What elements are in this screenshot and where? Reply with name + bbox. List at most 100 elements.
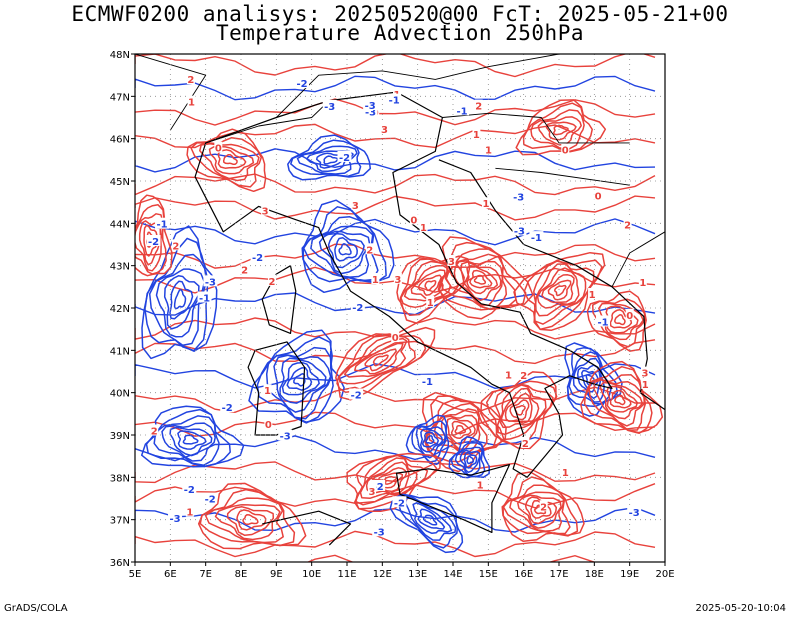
contour-value-label: -3 <box>374 527 385 538</box>
contour-value-label: -1 <box>156 220 167 231</box>
lon-tick-label: 11E <box>337 569 356 580</box>
contour-value-label: -2 <box>373 482 384 493</box>
contour-value-label: -2 <box>252 253 263 264</box>
contour-value-label: -2 <box>339 153 350 164</box>
lon-tick-label: 17E <box>549 569 568 580</box>
lat-tick-label: 39N <box>110 431 130 442</box>
advection-field <box>135 54 664 562</box>
contour-value-label: 1 <box>372 275 379 286</box>
contour-value-label: 2 <box>522 439 529 450</box>
lon-tick-label: 15E <box>479 569 498 580</box>
contour-value-label: 0 <box>562 146 569 157</box>
contour-value-label: -2 <box>394 498 405 509</box>
contour-value-label: -3 <box>365 101 376 112</box>
contour-value-label: -1 <box>422 377 433 388</box>
contour-value-label: 1 <box>589 290 596 301</box>
contour-value-label: 2 <box>475 102 482 113</box>
contour-value-label: -2 <box>222 403 233 414</box>
lat-tick-label: 41N <box>110 346 130 357</box>
lat-tick-label: 38N <box>110 473 130 484</box>
footer-credit: GrADS/COLA <box>4 603 68 614</box>
lon-tick-label: 13E <box>408 569 427 580</box>
contour-value-label: 3 <box>448 257 455 268</box>
contour-value-label: 2 <box>624 220 631 231</box>
contour-value-label: 2 <box>269 277 276 288</box>
contour-value-label: -2 <box>184 485 195 496</box>
contour-value-label: -3 <box>365 108 376 119</box>
lon-tick-label: 12E <box>373 569 392 580</box>
contour-value-label: 1 <box>186 508 193 519</box>
contour-labels: 02-23211-3-32111-111310-22310-3-32-1-2-3… <box>146 73 650 538</box>
chart-title: ECMWF0200 analisys: 20250520@00 FcT: 202… <box>71 2 729 26</box>
contour-value-label: 1 <box>264 386 271 397</box>
contour-value-label: 1 <box>639 278 646 289</box>
lat-tick-label: 48N <box>110 50 130 61</box>
contour-value-label: -2 <box>351 390 362 401</box>
contour-value-label: -3 <box>169 514 180 525</box>
contour-value-label: 2 <box>172 241 179 252</box>
contour-value-label: 3 <box>352 201 359 212</box>
contour-value-label: 0 <box>410 216 417 227</box>
lat-tick-label: 36N <box>110 558 130 569</box>
contour-value-label: 2 <box>151 427 158 438</box>
contour-value-label: 1 <box>473 130 480 141</box>
contour-value-label: 2 <box>187 75 194 86</box>
contour-value-label: -2 <box>352 303 363 314</box>
contour-value-label: 3 <box>262 207 269 218</box>
footer-timestamp: 2025-05-20-10:04 <box>695 603 786 614</box>
contour-value-label: 0 <box>215 144 222 155</box>
contour-value-label: -2 <box>148 237 159 248</box>
contour-value-label: -3 <box>514 226 525 237</box>
contour-value-label: 1 <box>642 380 649 391</box>
lat-tick-label: 43N <box>110 262 130 273</box>
contour-value-label: 1 <box>420 223 427 234</box>
contour-value-label: 3 <box>641 369 648 380</box>
contour-value-label: 1 <box>477 481 484 492</box>
contour-value-label: -3 <box>280 431 291 442</box>
lat-tick-label: 47N <box>110 92 130 103</box>
contour-value-label: -1 <box>389 96 400 107</box>
contour-value-label: -2 <box>296 79 307 90</box>
lon-axis: 5E 6E 7E 8E 9E 10E 11E 12E 13E 14E 15E 16E 17E 18E 19E… <box>129 562 675 580</box>
contour-value-label: 1 <box>482 199 489 210</box>
contour-value-label: 2 <box>540 502 547 513</box>
lat-tick-label: 46N <box>110 135 130 146</box>
contour-value-label: 0 <box>595 191 602 202</box>
contour-value-label: 3 <box>369 487 376 498</box>
lat-tick-label: 40N <box>110 389 130 400</box>
contour-value-label: -3 <box>629 508 640 519</box>
contour-value-label: -3 <box>205 277 216 288</box>
contour-value-label: 2 <box>520 371 527 382</box>
contour-value-label: 3 <box>381 125 388 136</box>
contour-value-label: 2 <box>366 245 373 256</box>
lon-tick-label: 9E <box>270 569 283 580</box>
contour-value-label: -1 <box>597 317 608 328</box>
contour-value-label: -1 <box>456 106 467 117</box>
contour-value-label: 3 <box>394 275 401 286</box>
lon-tick-label: 5E <box>129 569 142 580</box>
contour-value-label: 1 <box>485 146 492 157</box>
lon-tick-label: 6E <box>164 569 177 580</box>
lon-tick-label: 10E <box>302 569 321 580</box>
lon-tick-label: 20E <box>655 569 674 580</box>
lat-tick-label: 45N <box>110 177 130 188</box>
contour-value-label: 1 <box>188 98 195 109</box>
contour-value-label: 0 <box>392 333 399 344</box>
contour-value-label: -1 <box>531 233 542 244</box>
lon-tick-label: 7E <box>199 569 212 580</box>
lat-tick-label: 42N <box>110 304 130 315</box>
lat-axis: 36N 37N 38N 39N 40N 41N 42N 43N 44N 45N 46N 47N 48N <box>110 50 135 569</box>
contour-value-label: 1 <box>562 468 569 479</box>
lon-tick-label: 18E <box>585 569 604 580</box>
lon-tick-label: 14E <box>443 569 462 580</box>
lat-tick-label: 37N <box>110 516 130 527</box>
contour-value-label: 2 <box>241 265 248 276</box>
contour-value-label: 1 <box>427 298 434 309</box>
contour-value-label: 0 <box>265 420 272 431</box>
chart-subtitle: Temperature Advection 250hPa <box>215 21 584 45</box>
contour-value-label: -3 <box>513 192 524 203</box>
lon-tick-label: 16E <box>514 569 533 580</box>
lat-tick-label: 44N <box>110 219 130 230</box>
contour-value-label: 1 <box>505 371 512 382</box>
